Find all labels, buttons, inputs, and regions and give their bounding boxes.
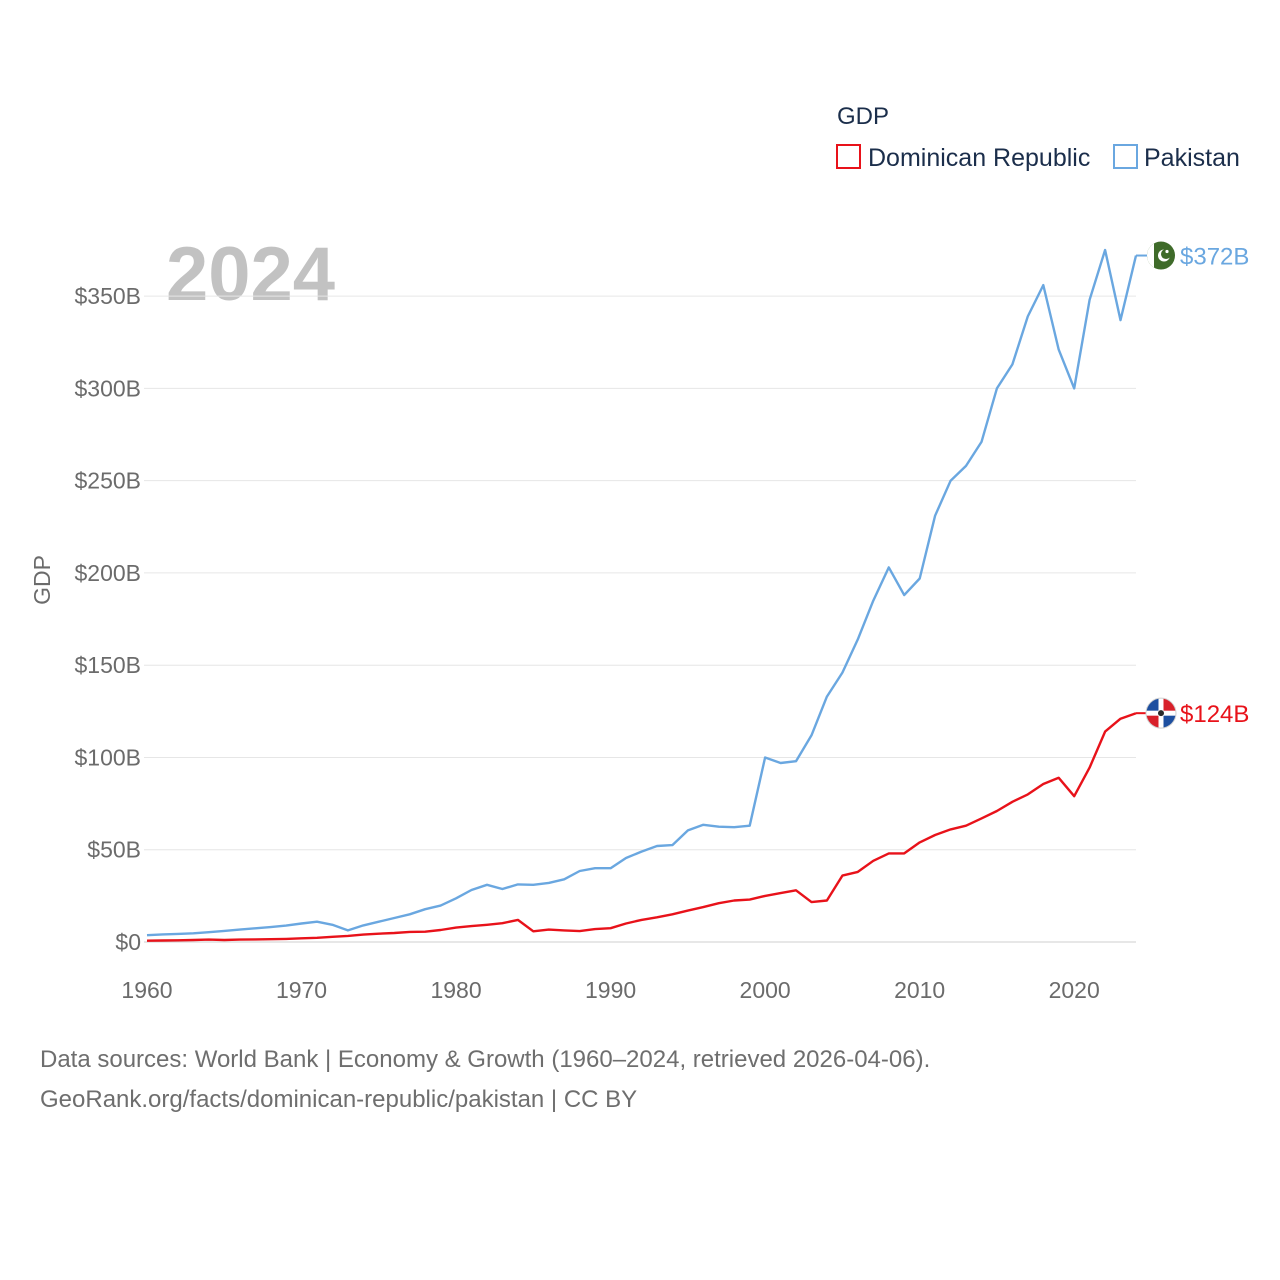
x-tick-label: 2000: [740, 977, 791, 1003]
x-tick-label: 1960: [121, 977, 172, 1003]
y-tick-label: $100B: [74, 744, 141, 770]
end-marker-dominican-republic: $124B: [1136, 697, 1249, 729]
grid-lines: [144, 295, 1136, 943]
end-marker-pakistan: $372B: [1136, 241, 1249, 271]
year-watermark: 2024: [166, 232, 335, 317]
x-tick-label: 2010: [894, 977, 945, 1003]
source-note: Data sources: World Bank | Economy & Gro…: [40, 1040, 930, 1120]
y-axis-ticks: $0 $50B $100B $150B $200B $250B $300B $350B: [74, 283, 141, 955]
x-tick-label: 1990: [585, 977, 636, 1003]
dominican-republic-flag-icon: [1145, 697, 1177, 729]
series-line-dominican-republic: [146, 712, 1137, 942]
legend-swatch-dominican-republic: [836, 144, 861, 169]
y-tick-label: $300B: [74, 375, 141, 401]
legend-title: GDP: [837, 103, 889, 130]
legend-swatch-pakistan: [1113, 144, 1138, 169]
x-tick-label: 1980: [430, 977, 481, 1003]
y-tick-label: $350B: [74, 283, 141, 309]
x-tick-label: 2020: [1049, 977, 1100, 1003]
source-line-1: Data sources: World Bank | Economy & Gro…: [40, 1046, 931, 1073]
source-line-2[interactable]: GeoRank.org/facts/dominican-republic/pak…: [40, 1086, 638, 1113]
legend-label-pakistan: Pakistan: [1144, 144, 1240, 172]
y-tick-label: $0: [115, 929, 141, 955]
legend-item-dominican-republic[interactable]: Dominican Republic: [836, 144, 1090, 172]
legend-label-dominican-republic: Dominican Republic: [868, 144, 1090, 172]
pakistan-flag-icon: [1147, 241, 1175, 270]
end-label-pakistan: $372B: [1180, 244, 1249, 271]
y-tick-label: $200B: [74, 560, 141, 586]
legend-item-pakistan[interactable]: Pakistan: [1113, 144, 1240, 172]
y-tick-label: $50B: [87, 837, 141, 863]
line-chart: GDP Dominican Republic Pakistan 2024 GDP…: [29, 103, 1249, 1003]
x-axis-ticks: 1960 1970 1980 1990 2000 2010 2020: [121, 977, 1099, 1003]
x-tick-label: 1970: [276, 977, 327, 1003]
y-axis-title: GDP: [29, 555, 55, 605]
end-label-dominican-republic: $124B: [1180, 701, 1249, 728]
series-lines: [146, 248, 1138, 942]
y-tick-label: $250B: [74, 468, 141, 494]
y-tick-label: $150B: [74, 652, 141, 678]
series-line-pakistan: [146, 248, 1138, 937]
